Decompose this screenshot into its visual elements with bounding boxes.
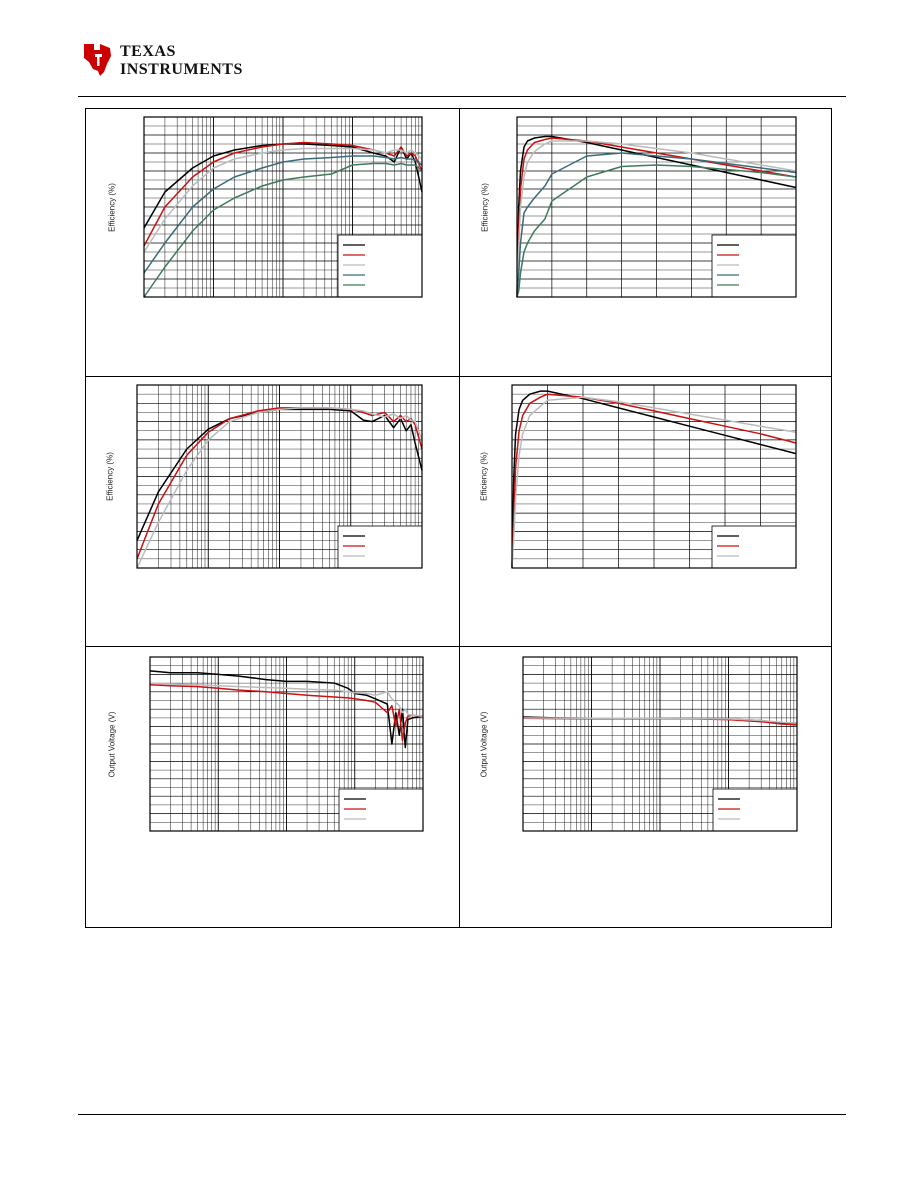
legend-box (711, 234, 797, 298)
plot-frame (516, 116, 797, 298)
series-line-1 (143, 143, 423, 229)
series-line-3 (149, 682, 424, 717)
series-line-2 (516, 137, 797, 298)
logo-text-line1: TEXAS (120, 43, 176, 60)
chart-efficiency-vs-load-log-c (136, 384, 423, 569)
plot-frame (522, 656, 798, 832)
series-line-2 (149, 684, 424, 742)
series-line-3 (516, 140, 797, 298)
series-line-5 (516, 164, 797, 298)
series-line-2 (511, 393, 797, 569)
footer-rule (78, 1114, 846, 1115)
ylabel-chart-a: Efficiency (%) (107, 183, 117, 232)
plot-frame (136, 384, 423, 569)
row-divider-2 (85, 646, 832, 647)
legend (711, 234, 797, 298)
series-line-3 (136, 407, 423, 569)
plot-frame (143, 116, 423, 298)
ti-logo: TEXAS INSTRUMENTS (80, 42, 243, 82)
legend (337, 525, 423, 569)
figure-grid (85, 108, 832, 928)
legend (711, 525, 797, 569)
series-line-1 (516, 135, 797, 298)
plot-frame (511, 384, 797, 569)
series-line-3 (522, 717, 798, 724)
legend-box (337, 234, 423, 298)
series-line-4 (143, 155, 423, 274)
chart-efficiency-vs-load-linear-d (511, 384, 797, 569)
legend-box (338, 788, 424, 832)
legend (337, 234, 423, 298)
chart-efficiency-vs-load-linear-b (516, 116, 797, 298)
ylabel-chart-e: Output Voltage (V) (107, 711, 117, 778)
legend-box (712, 788, 798, 832)
legend (712, 788, 798, 832)
ylabel-chart-d: Efficiency (%) (479, 452, 489, 501)
legend-box (711, 525, 797, 569)
ylabel-chart-f: Output Voltage (V) (479, 711, 489, 778)
ylabel-chart-b: Efficiency (%) (480, 183, 490, 232)
ylabel-chart-c: Efficiency (%) (105, 452, 115, 501)
series-line-5 (143, 162, 423, 298)
series-line-1 (136, 408, 423, 541)
plot-frame (149, 656, 424, 832)
chart-output-voltage-vs-load-f (522, 656, 798, 832)
series-line-3 (143, 147, 423, 253)
chart-efficiency-vs-load-log-a (143, 116, 423, 298)
chart-output-voltage-vs-load-e (149, 656, 424, 832)
series-line-2 (143, 141, 423, 247)
series-line-1 (511, 390, 797, 569)
column-divider (459, 108, 460, 928)
series-line-3 (511, 396, 797, 569)
legend (338, 788, 424, 832)
header-rule (78, 96, 846, 97)
series-line-4 (516, 152, 797, 298)
ti-state-icon (84, 44, 111, 76)
logo-text-line2: INSTRUMENTS (120, 61, 243, 78)
row-divider-1 (85, 376, 832, 377)
legend-box (337, 525, 423, 569)
